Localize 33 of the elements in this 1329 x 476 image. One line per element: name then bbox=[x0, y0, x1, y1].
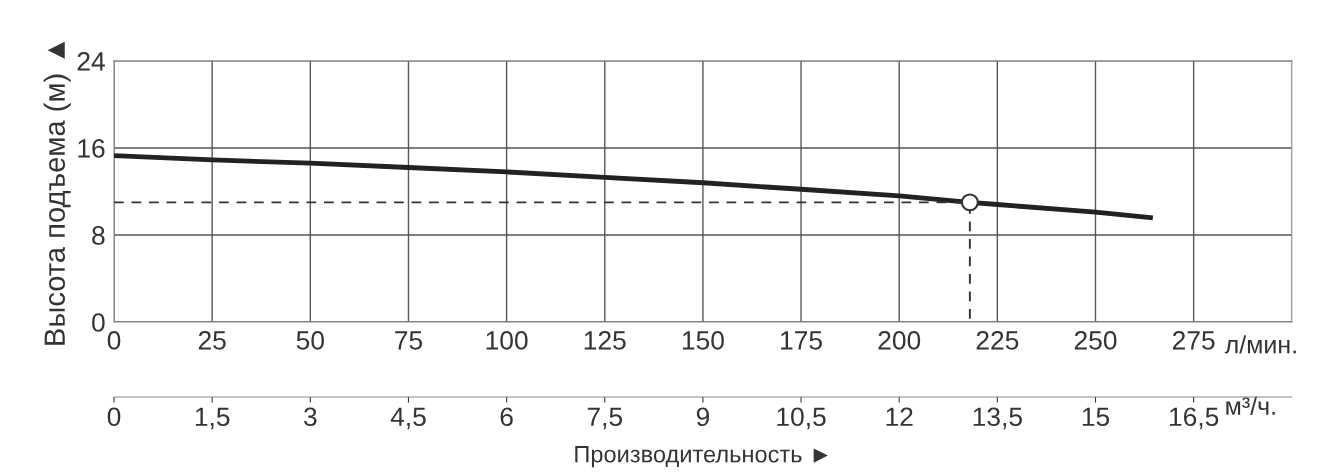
x-tick-label: 200 bbox=[878, 331, 921, 350]
x2-tick-label: 10,5 bbox=[777, 407, 826, 430]
x-tick-label: 0 bbox=[107, 331, 121, 350]
y-tick-label: 16 bbox=[78, 139, 105, 158]
x2-tick-label: 7,5 bbox=[587, 407, 622, 430]
text: м³/ч. bbox=[1226, 396, 1275, 415]
text: л/мин. bbox=[1224, 335, 1296, 354]
x2-tick-label: 12 bbox=[886, 407, 913, 426]
y-tick-label: 8 bbox=[92, 226, 105, 245]
y-axis-title: Высота подъема (м) ▲ bbox=[43, 41, 71, 345]
x2-tick-label: 15 bbox=[1082, 407, 1110, 427]
x-tick-label: 75 bbox=[395, 331, 423, 350]
x2-tick-label: 4,5 bbox=[390, 407, 426, 430]
x2-tick-label: 16,5 bbox=[1169, 407, 1219, 430]
x-tick-label: 225 bbox=[976, 331, 1019, 350]
x-tick-label: 175 bbox=[781, 331, 822, 350]
x-axis-title: Производительность ► bbox=[575, 446, 828, 468]
x-tick-label: 125 bbox=[584, 331, 626, 350]
x2-tick-label: 6 bbox=[500, 407, 513, 427]
x-tick-label: 250 bbox=[1074, 331, 1117, 350]
x-tick-label: 275 bbox=[1172, 331, 1215, 350]
x2-tick-label: 1,5 bbox=[195, 407, 230, 430]
y-tick-label: 0 bbox=[92, 313, 105, 332]
x2-tick-label: 3 bbox=[303, 407, 317, 427]
x-tick-label: 25 bbox=[198, 331, 226, 350]
y-tick-label: 24 bbox=[77, 52, 105, 71]
x-tick-label: 50 bbox=[296, 331, 324, 350]
x-tick-label: 100 bbox=[486, 331, 528, 350]
line-series bbox=[114, 153, 1153, 221]
x2-tick-label: 13,5 bbox=[973, 407, 1022, 430]
x2-tick-label: 9 bbox=[696, 407, 709, 427]
x2-tick-label: 0 bbox=[107, 407, 121, 427]
x-tick-label: 150 bbox=[682, 331, 724, 350]
